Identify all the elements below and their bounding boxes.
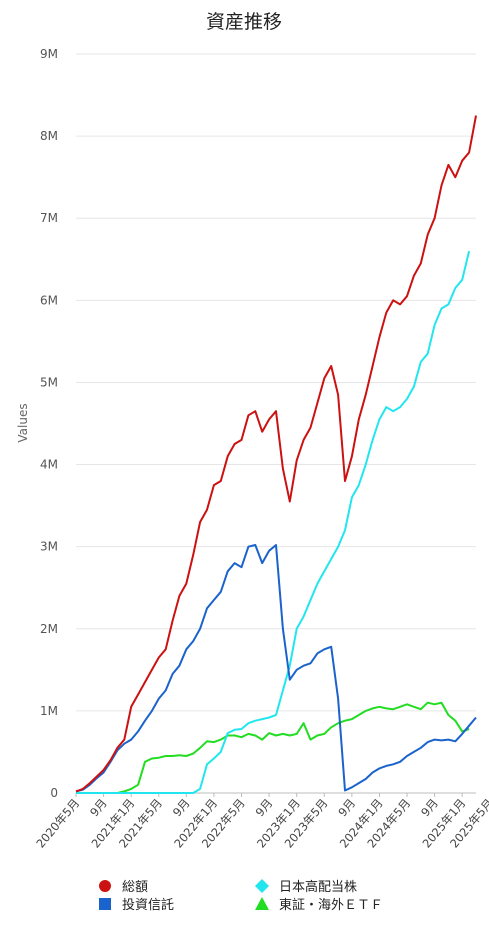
y-tick-label: 2M	[40, 622, 58, 636]
x-tick-label: 9月	[170, 796, 193, 819]
x-tick-label: 9月	[87, 796, 110, 819]
y-tick-label: 1M	[40, 704, 58, 718]
series-line	[76, 250, 471, 794]
chart-title: 資産推移	[206, 11, 282, 33]
y-tick-label: 6M	[40, 293, 58, 307]
y-tick-label: 7M	[40, 211, 58, 225]
y-axis-label: Values	[16, 403, 30, 442]
y-tick-label: 8M	[40, 129, 58, 143]
series-line	[76, 701, 470, 794]
y-axis-ticks: 0 1M 2M 3M 4M 5M 6M 7M 8M 9M	[40, 47, 58, 800]
x-tick-label: 9月	[418, 796, 441, 819]
legend-label: 総額	[122, 880, 148, 895]
y-tick-label: 0	[50, 786, 58, 800]
series-line	[75, 115, 477, 793]
y-tick-label: 3M	[40, 540, 58, 554]
series-line	[75, 544, 477, 793]
gridlines	[76, 53, 476, 794]
legend-circle-icon	[99, 880, 111, 892]
legend-label: 東証・海外ＥＴＦ	[279, 897, 383, 913]
y-tick-label: 5M	[40, 375, 58, 389]
series-lines	[75, 115, 477, 794]
x-tick-label: 9月	[253, 796, 276, 819]
legend-diamond-icon	[255, 879, 269, 893]
legend-label: 投資信託	[122, 897, 174, 913]
legend-triangle-icon	[255, 897, 269, 910]
legend-label: 日本高配当株	[279, 879, 357, 895]
y-tick-label: 9M	[40, 47, 58, 61]
y-tick-label: 4M	[40, 458, 58, 472]
x-tick-label: 2020年5月	[33, 796, 82, 851]
legend-square-icon	[99, 898, 111, 910]
x-tick-label: 9月	[335, 796, 358, 819]
